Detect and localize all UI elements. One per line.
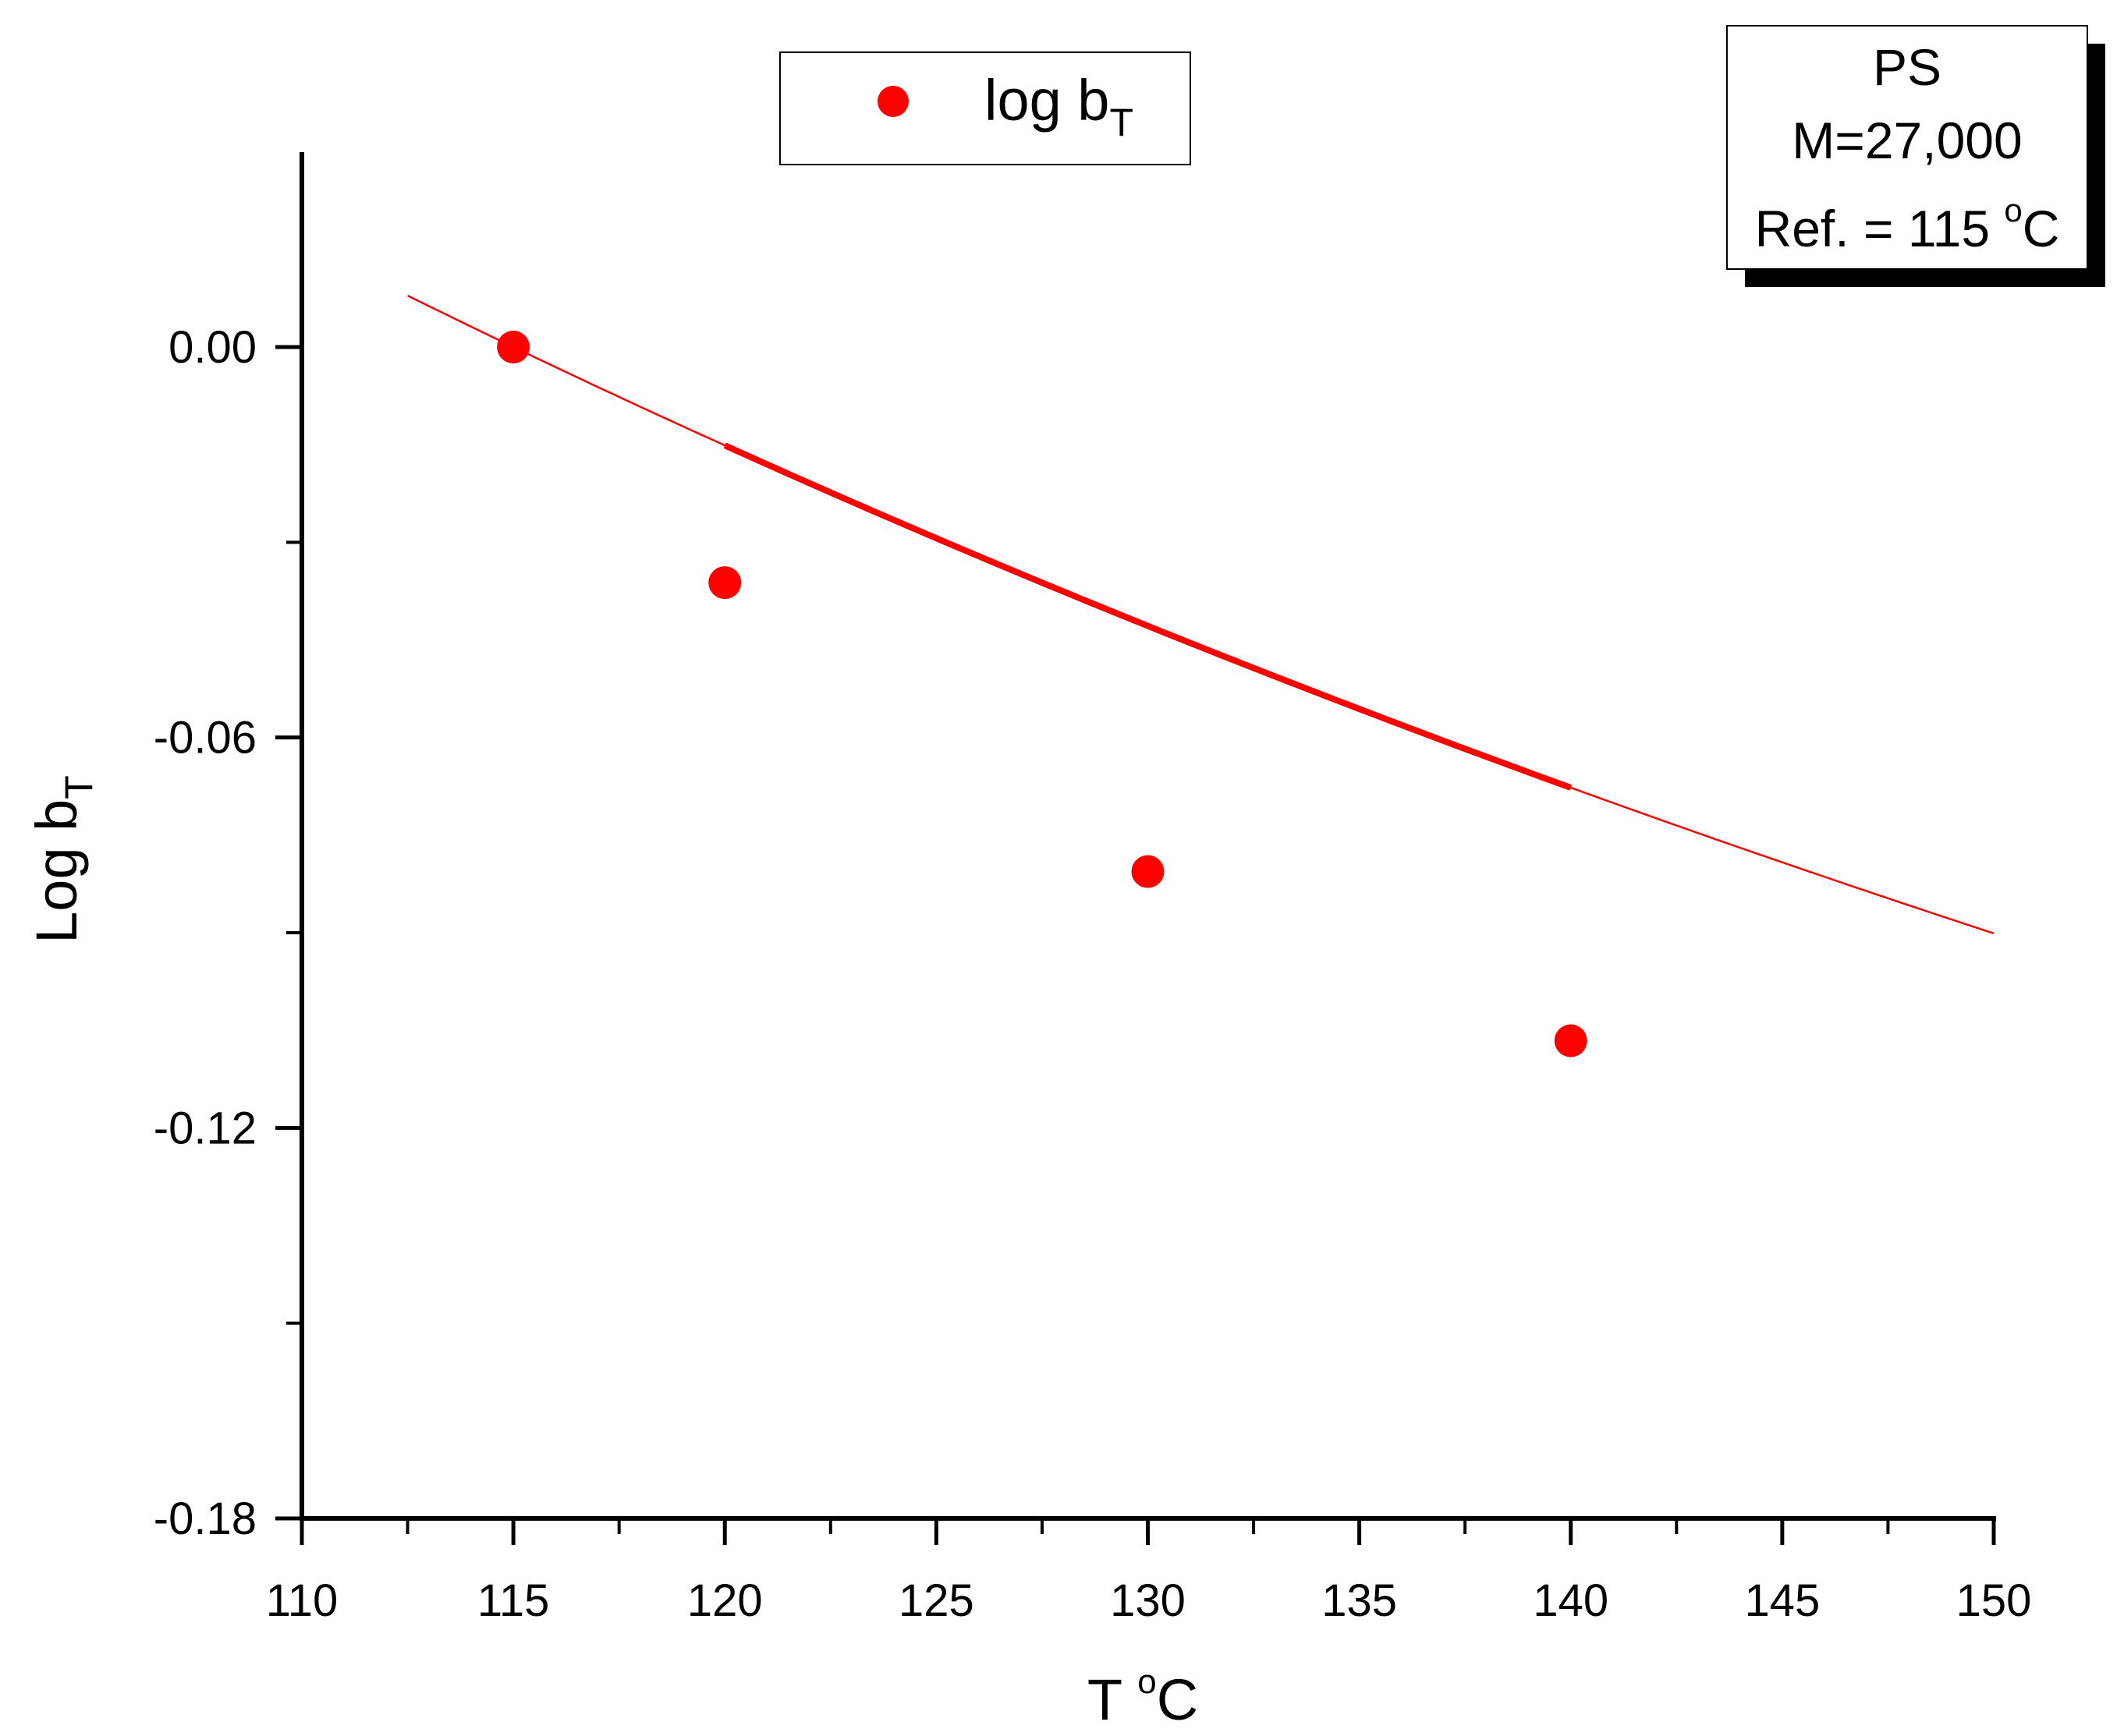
data-points <box>497 331 1587 1058</box>
data-point <box>1554 1024 1587 1058</box>
y-ticks <box>275 345 302 1521</box>
fit-curves <box>407 294 1995 934</box>
legend-box <box>779 51 1191 165</box>
y-tick-label: -0.12 <box>154 1103 257 1153</box>
x-tick-label: 135 <box>1321 1575 1397 1626</box>
x-axis-title: T oC <box>1087 1663 1198 1732</box>
x-tick-label: 150 <box>1956 1575 2032 1626</box>
data-point <box>497 331 530 363</box>
x-tick-label: 120 <box>687 1575 763 1626</box>
info-line-degree: o <box>2004 192 2022 229</box>
fit-curve-thin <box>407 294 1995 934</box>
data-point <box>1131 855 1165 888</box>
x-tick-label: 115 <box>477 1575 549 1626</box>
x-ticks <box>300 1518 1996 1545</box>
x-tick-label: 140 <box>1533 1575 1608 1626</box>
x-tick-labels: 110 115 120 125 130 135 140 145 150 <box>266 1575 2032 1626</box>
x-tick-label: 130 <box>1110 1575 1186 1626</box>
x-tick-label: 125 <box>899 1575 974 1626</box>
info-line-reference-temp: Ref. = 115 oC <box>1755 192 2060 257</box>
legend-marker <box>878 86 909 117</box>
y-tick-label: -0.18 <box>154 1493 257 1544</box>
y-tick-label: 0.00 <box>168 322 257 373</box>
x-axis-title-degree: o <box>1137 1663 1156 1701</box>
info-box: PS M=27,000 Ref. = 115 oC <box>1726 25 2105 287</box>
axes <box>300 152 1996 1521</box>
data-point <box>708 566 742 600</box>
y-axis-title: Log bT <box>24 775 101 944</box>
legend: log bT <box>779 51 1191 165</box>
y-tick-label: -0.06 <box>154 713 257 763</box>
info-line-molecular-weight: M=27,000 <box>1792 112 2022 169</box>
legend-label-subscript: T <box>1109 101 1133 144</box>
x-tick-label: 110 <box>266 1575 338 1626</box>
info-line-sample: PS <box>1873 38 1941 96</box>
fit-curve-bold <box>723 442 1573 791</box>
y-tick-labels: 0.00 -0.06 -0.12 -0.18 <box>154 322 257 1544</box>
y-axis-title-subscript: T <box>57 775 101 799</box>
legend-label: log bT <box>984 68 1133 144</box>
info-box-frame <box>1726 25 2088 270</box>
x-tick-label: 145 <box>1744 1575 1820 1626</box>
